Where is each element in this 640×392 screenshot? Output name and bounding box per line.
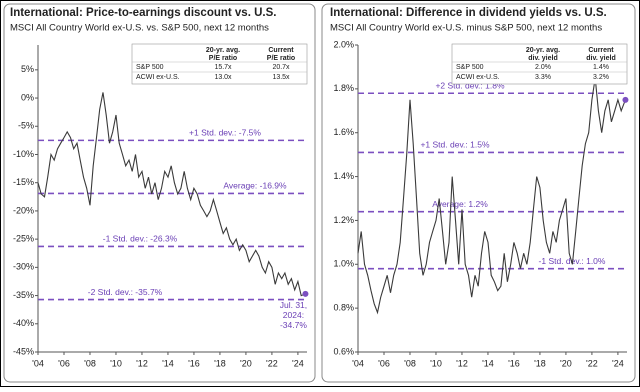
end-label: 2024: bbox=[283, 310, 304, 320]
table-header: 20-yr. avg. bbox=[206, 47, 240, 54]
table-cell: ACWI ex-U.S. bbox=[456, 74, 500, 81]
reference-label: -1 Std. dev.: -26.3% bbox=[103, 234, 178, 244]
x-tick-label: '22 bbox=[266, 358, 278, 368]
table-header: Current bbox=[268, 47, 294, 54]
table-frame bbox=[451, 43, 628, 85]
y-tick-label: -45% bbox=[13, 346, 34, 356]
x-tick-label: '08 bbox=[84, 358, 96, 368]
x-tick-label: '04 bbox=[32, 358, 44, 368]
x-tick-label: '16 bbox=[508, 358, 520, 368]
x-tick-label: '20 bbox=[560, 358, 572, 368]
x-tick-label: '04 bbox=[352, 358, 364, 368]
y-tick-label: -40% bbox=[13, 318, 34, 328]
table-cell: 1.4% bbox=[593, 64, 609, 71]
table-cell: 2.0% bbox=[535, 64, 551, 71]
x-tick-label: '06 bbox=[58, 358, 70, 368]
data-line bbox=[37, 92, 306, 297]
reference-label: -2 Std. dev.: -35.7% bbox=[88, 287, 163, 297]
y-tick-label: -30% bbox=[13, 262, 34, 272]
y-tick-label: -5% bbox=[18, 121, 34, 131]
chart-title: International: Price-to-earnings discoun… bbox=[10, 7, 276, 19]
table-cell: 20.7x bbox=[272, 64, 290, 71]
panel-frame bbox=[321, 3, 636, 383]
end-point bbox=[302, 290, 309, 297]
table-header: 20-yr. avg. bbox=[526, 47, 560, 54]
y-tick-label: 0% bbox=[21, 92, 34, 102]
y-tick-label: 1.8% bbox=[333, 83, 354, 93]
y-tick-label: 0.8% bbox=[333, 303, 354, 313]
y-tick-label: 2.0% bbox=[333, 39, 354, 49]
reference-label: Average: -16.9% bbox=[223, 181, 287, 191]
y-tick-label: -10% bbox=[13, 149, 34, 159]
table-header: Current bbox=[588, 47, 614, 54]
x-tick-label: '12 bbox=[136, 358, 148, 368]
x-tick-label: '18 bbox=[214, 358, 226, 368]
end-point bbox=[622, 96, 629, 103]
end-label: Jul. 31, bbox=[280, 300, 307, 310]
x-tick-label: '06 bbox=[378, 358, 390, 368]
chart-title: International: Difference in dividend yi… bbox=[330, 7, 607, 19]
end-label: -34.7% bbox=[280, 320, 307, 330]
table-header: div. yield bbox=[528, 55, 557, 62]
y-tick-label: -15% bbox=[13, 177, 34, 187]
y-tick-label: -20% bbox=[13, 205, 34, 215]
x-tick-label: '20 bbox=[240, 358, 252, 368]
table-cell: 13.5x bbox=[272, 74, 290, 81]
y-tick-label: 1.0% bbox=[333, 259, 354, 269]
x-tick-label: '10 bbox=[430, 358, 442, 368]
y-tick-label: -25% bbox=[13, 234, 34, 244]
table-cell: ACWI ex-U.S. bbox=[136, 74, 180, 81]
y-tick-label: 1.4% bbox=[333, 171, 354, 181]
table-cell: S&P 500 bbox=[456, 64, 484, 71]
chart-subtitle: MSCI All Country World ex-U.S. vs. S&P 5… bbox=[10, 23, 269, 34]
y-tick-label: -35% bbox=[13, 290, 34, 300]
table-header: div. yield bbox=[586, 55, 615, 62]
table-cell: 15.7x bbox=[214, 64, 232, 71]
y-tick-label: 5% bbox=[21, 64, 34, 74]
chart-subtitle: MSCI All Country World ex-U.S. minus S&P… bbox=[330, 23, 602, 34]
panel-frame bbox=[3, 3, 316, 383]
reference-label: +2 Std. dev.: 1.8% bbox=[435, 80, 505, 90]
x-tick-label: '12 bbox=[456, 358, 468, 368]
reference-label: +1 Std. dev.: -7.5% bbox=[189, 128, 261, 138]
x-tick-label: '22 bbox=[586, 358, 598, 368]
table-cell: 13.0x bbox=[214, 74, 232, 81]
y-tick-label: 0.6% bbox=[333, 346, 354, 356]
reference-label: +1 Std. dev.: 1.5% bbox=[420, 140, 490, 150]
reference-label: Average: 1.2% bbox=[432, 199, 488, 209]
table-header: P/E ratio bbox=[267, 55, 295, 62]
y-tick-label: 1.6% bbox=[333, 127, 354, 137]
table-cell: S&P 500 bbox=[136, 64, 164, 71]
table-cell: 3.3% bbox=[535, 74, 551, 81]
table-frame bbox=[131, 43, 308, 85]
x-tick-label: '14 bbox=[482, 358, 494, 368]
x-tick-label: '08 bbox=[404, 358, 416, 368]
y-tick-label: 1.2% bbox=[333, 215, 354, 225]
table-cell: 3.2% bbox=[593, 74, 609, 81]
data-line bbox=[357, 77, 626, 315]
x-tick-label: '24 bbox=[612, 358, 624, 368]
x-tick-label: '10 bbox=[110, 358, 122, 368]
x-tick-label: '24 bbox=[292, 358, 304, 368]
x-tick-label: '16 bbox=[188, 358, 200, 368]
table-header: P/E ratio bbox=[209, 55, 237, 62]
x-tick-label: '18 bbox=[534, 358, 546, 368]
x-tick-label: '14 bbox=[162, 358, 174, 368]
